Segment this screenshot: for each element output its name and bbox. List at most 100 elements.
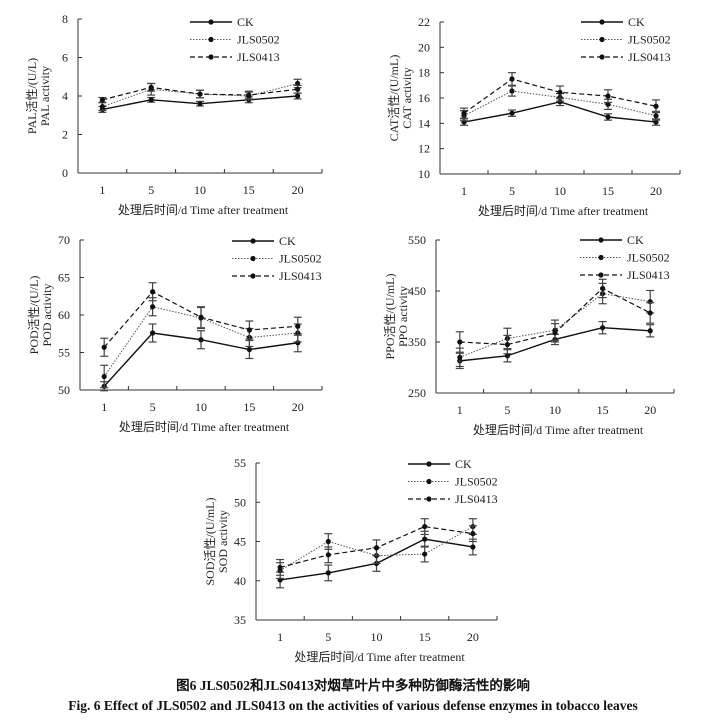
- data-point: [198, 337, 204, 343]
- legend-label: CK: [237, 15, 254, 29]
- y-axis-title-cn: PAL活性/(U/L): [25, 58, 39, 134]
- legend-label: JLS0502: [237, 33, 280, 47]
- data-point: [470, 531, 476, 537]
- data-point: [373, 545, 380, 551]
- data-point: [509, 88, 515, 94]
- legend-item-jls0413: JLS0413: [190, 50, 280, 64]
- x-tick-label: 5: [509, 184, 515, 198]
- data-point: [295, 80, 301, 87]
- y-axis-title-en: SOD activity: [216, 510, 230, 573]
- y-tick-label: 65: [58, 271, 70, 285]
- legend-label: JLS0502: [628, 33, 671, 47]
- legend-marker: [208, 19, 214, 25]
- series-jls0413: [276, 518, 477, 576]
- series-jls0413: [100, 282, 302, 357]
- series-ck: [460, 97, 660, 126]
- y-tick-label: 6: [62, 51, 68, 65]
- x-tick-label: 15: [602, 184, 614, 198]
- y-tick-label: 18: [418, 66, 430, 80]
- x-tick-label: 20: [644, 403, 656, 417]
- legend-item-jls0413: JLS0413: [580, 268, 670, 282]
- y-tick-label: 50: [58, 383, 70, 397]
- data-point: [653, 103, 659, 109]
- y-tick-label: 2: [62, 128, 68, 142]
- data-point: [148, 97, 154, 103]
- legend-marker: [426, 478, 432, 485]
- x-tick-label: 10: [195, 400, 207, 414]
- series-line: [102, 83, 298, 108]
- data-point: [647, 310, 653, 316]
- legend-label: JLS0413: [627, 268, 670, 282]
- data-point: [150, 304, 156, 310]
- data-point: [509, 76, 515, 82]
- legend-item-jls0502: JLS0502: [232, 252, 322, 266]
- legend-label: JLS0502: [627, 251, 670, 265]
- data-point: [99, 103, 105, 110]
- y-tick-label: 8: [62, 12, 68, 26]
- y-tick-label: 350: [408, 335, 426, 349]
- y-tick-label: 550: [408, 233, 426, 247]
- data-point: [653, 113, 659, 119]
- data-point: [509, 110, 515, 116]
- legend-marker: [598, 272, 604, 278]
- legend-label: JLS0502: [455, 475, 498, 489]
- y-tick-label: 450: [408, 284, 426, 298]
- y-axis-title-cn: CAT活性/(U/mL): [387, 55, 401, 142]
- data-point: [150, 330, 156, 336]
- data-point: [295, 93, 301, 99]
- y-tick-label: 22: [418, 15, 430, 29]
- data-point: [295, 323, 301, 329]
- y-tick-label: 60: [58, 308, 70, 322]
- y-tick-label: 250: [408, 386, 426, 400]
- legend-item-ck: CK: [232, 234, 296, 248]
- data-point: [246, 92, 252, 98]
- legend-item-ck: CK: [408, 457, 472, 471]
- series-ck: [100, 323, 302, 392]
- legend-item-ck: CK: [580, 233, 644, 247]
- data-point: [422, 551, 428, 557]
- x-tick-label: 1: [277, 630, 283, 644]
- legend-label: JLS0413: [628, 50, 671, 64]
- legend-item-jls0502: JLS0502: [190, 33, 280, 47]
- y-tick-label: 55: [234, 456, 246, 470]
- y-tick-label: 55: [58, 346, 70, 360]
- data-point: [605, 101, 611, 107]
- y-axis-title-cn: PPO活性/(U/mL): [383, 273, 397, 359]
- legend-marker: [250, 255, 256, 262]
- y-axis-title-en: PAL activity: [38, 66, 52, 126]
- series-jls0413: [460, 72, 660, 119]
- figure-caption-english: Fig. 6 Effect of JLS0502 and JLS0413 on …: [68, 698, 638, 713]
- data-point: [422, 536, 428, 542]
- y-tick-label: 70: [58, 233, 70, 247]
- legend-item-jls0502: JLS0502: [408, 475, 498, 489]
- data-point: [198, 314, 204, 320]
- legend-label: CK: [627, 233, 644, 247]
- data-point: [600, 325, 606, 331]
- data-point: [277, 564, 283, 571]
- legend-label: JLS0413: [455, 492, 498, 506]
- x-tick-label: 1: [461, 184, 467, 198]
- x-tick-label: 1: [99, 183, 105, 197]
- legend-label: CK: [455, 457, 472, 471]
- x-tick-label: 20: [467, 630, 479, 644]
- data-point: [470, 544, 476, 550]
- y-axis-title-en: POD activity: [40, 284, 54, 347]
- data-point: [600, 285, 606, 292]
- data-point: [101, 344, 107, 350]
- x-tick-label: 20: [292, 183, 304, 197]
- legend-item-jls0413: JLS0413: [581, 50, 671, 64]
- data-point: [461, 110, 467, 116]
- x-tick-label: 20: [292, 400, 304, 414]
- legend-marker: [426, 461, 432, 467]
- legend-item-jls0413: JLS0413: [232, 269, 322, 283]
- data-point: [99, 97, 105, 103]
- legend-label: CK: [628, 15, 645, 29]
- legend-label: JLS0413: [279, 269, 322, 283]
- data-point: [150, 289, 156, 295]
- x-tick-label: 20: [650, 184, 662, 198]
- x-tick-label: 15: [243, 183, 255, 197]
- data-point: [504, 341, 510, 348]
- legend-item-ck: CK: [190, 15, 254, 29]
